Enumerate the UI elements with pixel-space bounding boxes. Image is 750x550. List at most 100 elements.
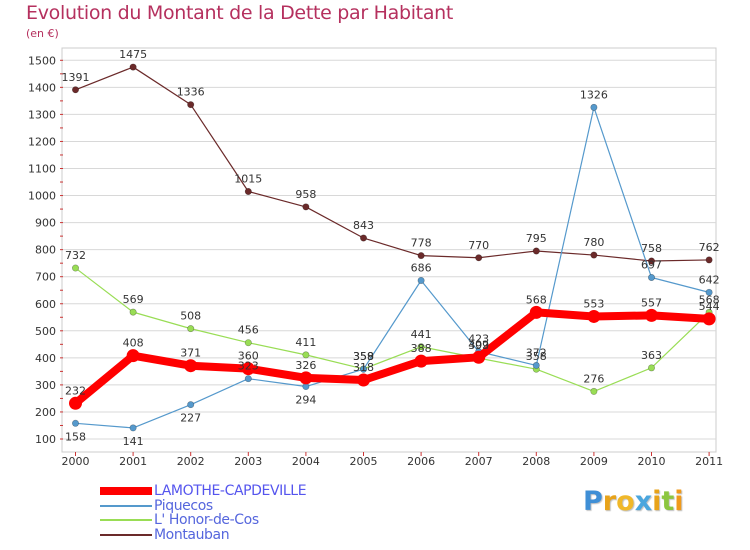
data-label: 294: [295, 394, 316, 407]
logo-letter: P: [583, 486, 603, 517]
data-point: [302, 351, 310, 359]
data-label: 318: [353, 361, 374, 374]
data-label: 358: [353, 350, 374, 363]
data-labels: 1391 1475 1336 1015 958 843 778 770 795 780 758 762…: [62, 48, 720, 448]
y-tick-label: 800: [35, 244, 56, 257]
data-label: 371: [180, 347, 201, 360]
data-label: 158: [65, 430, 86, 443]
data-label: 456: [238, 324, 259, 337]
data-label: 843: [353, 219, 374, 232]
data-point: [72, 264, 80, 272]
data-label: 388: [411, 342, 432, 355]
y-tick-label: 1300: [28, 108, 56, 121]
data-point: [241, 362, 255, 376]
data-point: [69, 396, 82, 410]
data-label: 770: [468, 239, 489, 252]
data-point: [244, 187, 252, 195]
data-point: [647, 274, 655, 282]
y-tick-label: 400: [35, 352, 56, 365]
data-label: 1015: [234, 172, 262, 185]
chart-title: Evolution du Montant de la Dette par Hab…: [26, 2, 454, 24]
data-point: [129, 424, 137, 432]
data-point: [705, 288, 713, 296]
logo-letter: t: [661, 486, 675, 517]
data-label: 372: [526, 346, 547, 359]
logo-letter: x: [634, 486, 653, 517]
grid: [61, 47, 717, 453]
y-tick-label: 900: [35, 217, 56, 230]
data-point: [529, 305, 543, 319]
data-point: [126, 349, 140, 363]
data-label: 958: [295, 188, 316, 201]
data-point: [244, 375, 252, 383]
data-label: 358: [526, 350, 547, 363]
x-tick-label: 2010: [638, 455, 666, 468]
data-label: 441: [411, 328, 432, 341]
x-tick-label: 2009: [580, 455, 608, 468]
y-tick-label: 1500: [28, 54, 56, 67]
data-point: [590, 103, 598, 111]
line-chart: 100 200 300 400 500 600 700 800 900 1000 1100 1200 1…: [28, 47, 723, 468]
y-tick-label: 1000: [28, 190, 56, 203]
data-label: 411: [295, 336, 316, 349]
series-line-montauban: [74, 66, 710, 262]
x-tick-label: 2007: [465, 455, 493, 468]
data-label: 423: [468, 333, 489, 346]
data-label: 232: [65, 384, 86, 397]
x-tick-label: 2000: [62, 455, 90, 468]
legend-swatch: [100, 519, 152, 521]
data-point: [532, 361, 540, 369]
data-point: [184, 359, 198, 373]
x-tick-label: 2011: [695, 455, 723, 468]
data-point: [187, 401, 195, 409]
x-tick-label: 2003: [234, 455, 262, 468]
data-label: 508: [180, 310, 201, 323]
axes: 100 200 300 400 500 600 700 800 900 1000 1100 1200 1…: [28, 54, 723, 468]
series-group: [69, 63, 716, 432]
logo-letter: o: [616, 486, 635, 517]
data-point: [645, 308, 658, 322]
data-point: [357, 373, 370, 387]
chart-subtitle: (en €): [26, 27, 59, 40]
data-point: [302, 203, 310, 211]
data-label: 360: [238, 350, 259, 363]
data-label: 323: [238, 360, 259, 373]
data-label: 1326: [580, 88, 608, 101]
data-label: 697: [641, 259, 662, 272]
data-label: 363: [641, 349, 662, 362]
y-tick-label: 1400: [28, 81, 56, 94]
data-label: 568: [526, 293, 547, 306]
data-point: [359, 365, 367, 373]
data-point: [587, 309, 601, 323]
data-point: [590, 387, 598, 395]
logo-letter: i: [652, 486, 662, 517]
data-point: [702, 312, 716, 326]
y-tick-label: 200: [35, 406, 56, 419]
legend-label: Piquecos: [154, 497, 213, 514]
data-point: [532, 247, 540, 255]
x-tick-label: 2002: [177, 455, 205, 468]
data-label: 553: [583, 297, 604, 310]
data-point: [705, 256, 713, 264]
data-label: 732: [65, 249, 86, 262]
data-point: [299, 371, 313, 385]
logo-letter: r: [602, 486, 617, 517]
data-point: [72, 86, 80, 94]
data-label: 1336: [177, 86, 205, 99]
proxiti-logo: Proxiti: [583, 486, 684, 517]
legend-swatch: [100, 487, 152, 495]
data-point: [475, 254, 483, 262]
data-point: [129, 308, 137, 316]
data-label: 399: [468, 339, 489, 352]
data-label: 227: [180, 412, 201, 425]
data-label: 359: [353, 350, 374, 363]
data-point: [359, 234, 367, 242]
x-tick-label: 2005: [350, 455, 378, 468]
data-label: 408: [123, 337, 144, 350]
data-point: [417, 343, 425, 351]
data-label: 326: [295, 359, 316, 372]
x-tick-label: 2001: [119, 455, 147, 468]
y-tick-label: 600: [35, 298, 56, 311]
x-tick-label: 2008: [522, 455, 550, 468]
data-label: 795: [526, 232, 547, 245]
